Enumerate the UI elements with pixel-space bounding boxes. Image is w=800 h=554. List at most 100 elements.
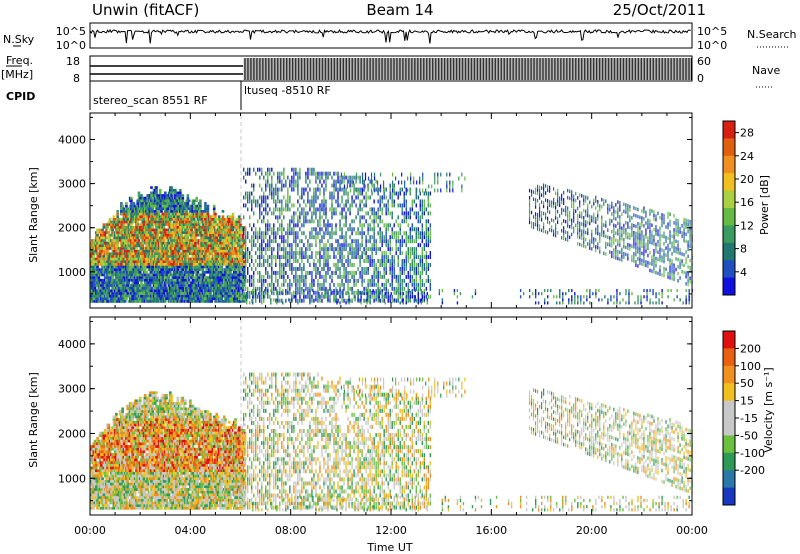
echo-cell xyxy=(210,228,213,232)
echo-cell xyxy=(207,244,211,248)
echo-cell xyxy=(181,212,185,216)
echo-cell xyxy=(158,273,162,277)
echo-cell xyxy=(148,284,152,287)
echo-cell xyxy=(263,259,265,263)
echo-cell xyxy=(311,167,313,172)
echo-cell xyxy=(206,210,210,213)
echo-cell xyxy=(301,223,303,228)
echo-cell xyxy=(329,243,331,248)
echo-cell xyxy=(317,219,319,224)
echo-cell xyxy=(277,207,279,212)
echo-cell xyxy=(305,255,307,260)
echo-cell xyxy=(309,263,311,267)
echo-cell xyxy=(309,231,311,236)
echo-cell xyxy=(287,203,289,208)
echo-cell xyxy=(317,251,319,256)
echo-cell xyxy=(293,266,295,271)
echo-cell xyxy=(263,231,265,236)
echo-cell xyxy=(122,210,126,213)
echo-cell xyxy=(156,233,160,237)
echo-cell xyxy=(150,186,153,189)
echo-cell xyxy=(259,211,261,216)
echo-cell xyxy=(307,211,309,216)
echo-cell xyxy=(97,300,101,303)
echo-cell xyxy=(293,179,295,184)
echo-cell xyxy=(309,255,311,260)
echo-cell xyxy=(293,183,295,188)
echo-cell xyxy=(225,225,229,229)
echo-cell xyxy=(249,239,251,244)
echo-cell xyxy=(281,179,283,184)
echo-cell xyxy=(259,175,261,180)
echo-cell xyxy=(331,195,333,200)
echo-cell xyxy=(317,270,319,275)
echo-cell xyxy=(321,247,323,252)
echo-cell xyxy=(214,233,217,237)
echo-cell xyxy=(281,255,283,260)
echo-cell xyxy=(231,255,235,258)
echo-cell xyxy=(249,274,251,279)
echo-cell xyxy=(275,203,277,208)
echo-cell xyxy=(162,225,166,229)
echo-cell xyxy=(142,257,146,261)
echo-cell xyxy=(184,257,187,261)
echo-cell xyxy=(174,294,177,298)
echo-cell xyxy=(299,266,301,271)
echo-cell xyxy=(95,249,98,253)
echo-cell xyxy=(214,220,217,224)
echo-cell xyxy=(245,274,247,279)
echo-cell xyxy=(301,266,303,271)
echo-cell xyxy=(277,247,279,252)
echo-cell xyxy=(263,290,265,295)
echo-cell xyxy=(241,233,245,237)
echo-cell xyxy=(167,281,171,285)
echo-cell xyxy=(283,243,285,248)
echo-cell xyxy=(295,223,297,228)
echo-cell xyxy=(291,231,293,236)
echo-cell xyxy=(265,259,267,263)
echo-cell xyxy=(319,294,321,299)
echo-cell xyxy=(158,220,162,224)
echo-cell xyxy=(108,236,112,240)
echo-cell xyxy=(323,195,325,200)
echo-cell xyxy=(247,290,249,295)
echo-cell xyxy=(275,274,277,279)
echo-cell xyxy=(155,228,158,232)
echo-cell xyxy=(165,228,168,232)
echo-cell xyxy=(263,235,265,240)
echo-cell xyxy=(170,186,173,189)
echo-cell xyxy=(331,223,333,228)
echo-cell xyxy=(111,263,114,266)
echo-cell xyxy=(175,207,178,211)
echo-cell xyxy=(301,286,303,291)
echo-cell xyxy=(291,167,293,172)
echo-cell xyxy=(327,290,329,295)
echo-cell xyxy=(96,268,99,271)
echo-cell xyxy=(299,175,301,180)
echo-cell xyxy=(311,235,313,240)
echo-cell xyxy=(120,289,123,293)
echo-cell xyxy=(275,263,277,267)
echo-cell xyxy=(163,218,167,221)
echo-cell xyxy=(283,215,285,220)
echo-cell xyxy=(317,195,319,200)
echo-cell xyxy=(263,239,265,244)
echo-cell xyxy=(187,207,191,211)
echo-cell xyxy=(299,298,301,303)
echo-cell xyxy=(327,251,329,256)
echo-cell xyxy=(293,219,295,224)
echo-cell xyxy=(163,204,167,208)
echo-cell xyxy=(253,239,255,244)
echo-cell xyxy=(305,203,307,208)
echo-cell xyxy=(118,268,122,271)
echo-cell xyxy=(275,298,277,303)
echo-cell xyxy=(287,195,289,200)
echo-cell xyxy=(166,233,170,237)
echo-cell xyxy=(259,251,261,256)
echo-cell xyxy=(331,191,333,196)
echo-cell xyxy=(271,278,273,283)
echo-cell xyxy=(116,215,119,218)
echo-cell xyxy=(216,289,220,293)
echo-cell xyxy=(249,278,251,283)
echo-cell xyxy=(195,196,198,200)
